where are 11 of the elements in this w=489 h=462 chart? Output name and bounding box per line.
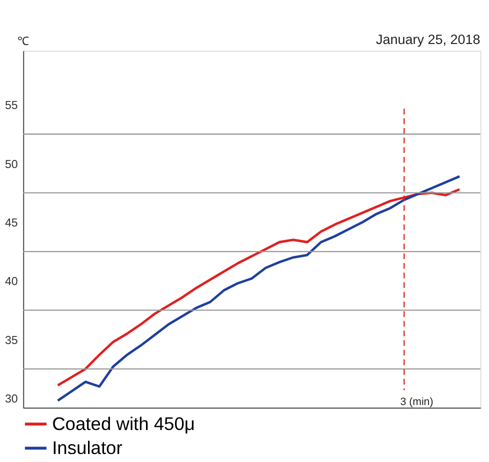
y-axis-title: ℃ [17,36,30,48]
y-tick-label: 55 [4,100,18,112]
annotation: 3 (min) [400,396,434,408]
y-tick-label: 35 [4,334,18,347]
y-tick-label: 30 [4,394,18,406]
legend-label: Coated with 450μ [52,412,195,434]
y-tick-label: 45 [4,218,18,230]
legend-label: Insulator [52,436,122,458]
y-tick-label: 50 [4,158,18,171]
y-tick-label: 40 [4,276,18,288]
text: January 25, 2018 [376,32,480,48]
